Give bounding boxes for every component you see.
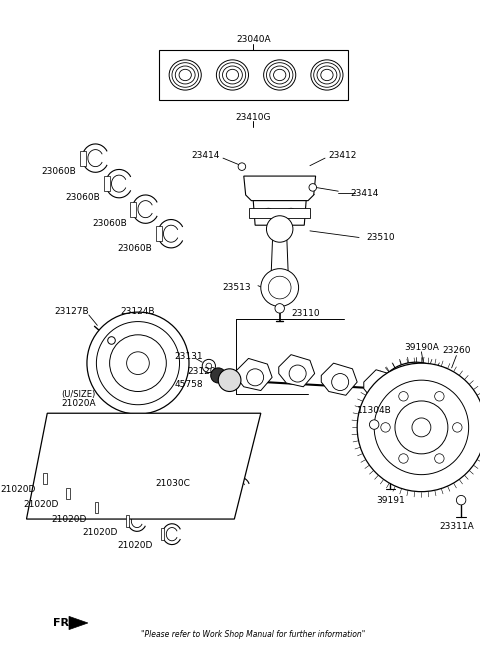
Circle shape: [399, 392, 408, 401]
Polygon shape: [156, 226, 162, 241]
Text: 23513: 23513: [222, 283, 251, 292]
Circle shape: [435, 453, 444, 463]
Polygon shape: [44, 473, 47, 484]
Polygon shape: [161, 528, 165, 540]
Circle shape: [211, 368, 226, 383]
Circle shape: [374, 380, 391, 397]
Text: 21030C: 21030C: [156, 479, 191, 488]
Ellipse shape: [216, 60, 249, 90]
Text: "Please refer to Work Shop Manual for further information": "Please refer to Work Shop Manual for fu…: [141, 630, 365, 639]
Circle shape: [289, 365, 306, 382]
Text: 23040A: 23040A: [236, 34, 271, 44]
Polygon shape: [131, 202, 136, 217]
Circle shape: [87, 312, 189, 414]
Polygon shape: [80, 151, 86, 166]
Circle shape: [286, 208, 296, 217]
Circle shape: [202, 359, 216, 373]
Polygon shape: [364, 370, 400, 402]
Text: 23124B: 23124B: [120, 307, 155, 316]
Polygon shape: [26, 413, 261, 519]
Circle shape: [357, 363, 480, 492]
Circle shape: [96, 322, 180, 404]
Text: 23060B: 23060B: [42, 167, 76, 176]
Circle shape: [370, 420, 379, 429]
Circle shape: [381, 423, 390, 432]
Polygon shape: [95, 502, 98, 513]
Circle shape: [108, 337, 115, 344]
Text: 11304B: 11304B: [357, 406, 392, 415]
Text: 23414: 23414: [350, 188, 379, 198]
Polygon shape: [321, 363, 357, 395]
Bar: [159, 50, 348, 99]
Circle shape: [275, 304, 285, 313]
Polygon shape: [126, 515, 130, 526]
Circle shape: [261, 269, 299, 306]
Text: 39191: 39191: [376, 496, 405, 505]
Polygon shape: [104, 176, 109, 191]
Circle shape: [247, 369, 264, 386]
Circle shape: [332, 373, 348, 391]
Text: 23410G: 23410G: [236, 113, 271, 122]
Circle shape: [435, 392, 444, 401]
Text: 21020D: 21020D: [0, 485, 36, 494]
Polygon shape: [279, 355, 315, 387]
Polygon shape: [66, 488, 70, 499]
Text: 21020D: 21020D: [23, 501, 59, 509]
Circle shape: [385, 373, 446, 434]
Text: 23120: 23120: [187, 367, 216, 376]
Text: 23110: 23110: [291, 308, 320, 318]
Text: 23127B: 23127B: [55, 307, 89, 316]
Circle shape: [453, 423, 462, 432]
Text: 23060B: 23060B: [92, 219, 127, 228]
Circle shape: [268, 276, 291, 299]
Circle shape: [374, 380, 468, 475]
Text: 23131: 23131: [175, 352, 204, 361]
Polygon shape: [271, 225, 288, 273]
Circle shape: [266, 215, 293, 242]
Polygon shape: [244, 176, 315, 201]
Text: 21020D: 21020D: [51, 514, 87, 524]
Circle shape: [127, 352, 149, 375]
Text: 21020A: 21020A: [61, 399, 96, 408]
Ellipse shape: [311, 60, 343, 90]
Text: 23060B: 23060B: [65, 194, 100, 202]
Circle shape: [399, 453, 408, 463]
Circle shape: [264, 208, 273, 217]
Circle shape: [408, 396, 423, 411]
Polygon shape: [253, 201, 306, 225]
Text: 23414: 23414: [192, 151, 220, 160]
Circle shape: [412, 418, 431, 437]
Text: 23311A: 23311A: [439, 522, 474, 531]
Circle shape: [374, 362, 457, 446]
Text: 23060B: 23060B: [118, 245, 152, 253]
Bar: [250, 208, 310, 217]
Circle shape: [456, 495, 466, 505]
Circle shape: [109, 335, 166, 391]
Polygon shape: [236, 359, 272, 391]
Circle shape: [238, 163, 246, 170]
Ellipse shape: [264, 60, 296, 90]
Circle shape: [309, 184, 316, 191]
Text: 45758: 45758: [175, 381, 204, 389]
Circle shape: [218, 369, 241, 391]
Circle shape: [384, 464, 396, 475]
Text: (U/SIZE): (U/SIZE): [61, 390, 96, 399]
Circle shape: [206, 363, 212, 369]
Text: 23412: 23412: [329, 151, 357, 160]
Text: FR.: FR.: [53, 618, 73, 628]
Circle shape: [395, 401, 448, 454]
Text: 39190A: 39190A: [404, 343, 439, 351]
Text: 21020D: 21020D: [83, 528, 118, 537]
Polygon shape: [69, 617, 88, 630]
Ellipse shape: [169, 60, 201, 90]
Text: 23260: 23260: [442, 346, 470, 355]
Text: 23510: 23510: [366, 233, 395, 242]
Text: 21020D: 21020D: [118, 541, 153, 550]
